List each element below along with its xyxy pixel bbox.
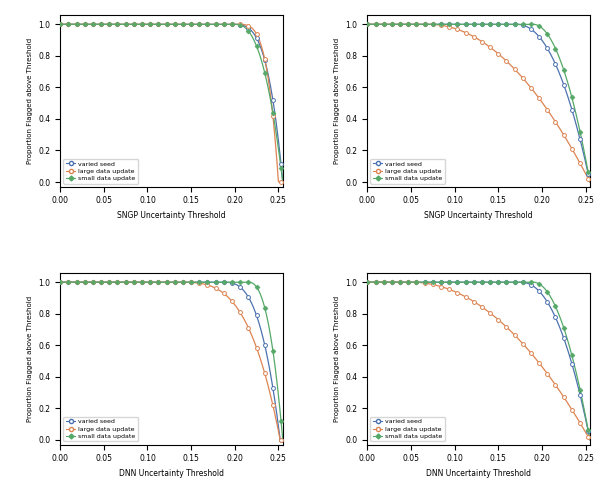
Legend: varied seed, large data update, small data update: varied seed, large data update, small da… <box>63 159 138 184</box>
X-axis label: SNGP Uncertainty Threshold: SNGP Uncertainty Threshold <box>424 211 533 220</box>
X-axis label: SNGP Uncertainty Threshold: SNGP Uncertainty Threshold <box>117 211 226 220</box>
X-axis label: DNN Uncertainty Threshold: DNN Uncertainty Threshold <box>426 469 531 478</box>
Legend: varied seed, large data update, small data update: varied seed, large data update, small da… <box>370 159 445 184</box>
X-axis label: DNN Uncertainty Threshold: DNN Uncertainty Threshold <box>119 469 224 478</box>
Y-axis label: Proportion Flagged above Threshold: Proportion Flagged above Threshold <box>334 38 340 164</box>
Legend: varied seed, large data update, small data update: varied seed, large data update, small da… <box>370 416 445 442</box>
Legend: varied seed, large data update, small data update: varied seed, large data update, small da… <box>63 416 138 442</box>
Y-axis label: Proportion Flagged above Threshold: Proportion Flagged above Threshold <box>334 295 340 422</box>
Y-axis label: Proportion Flagged above Threshold: Proportion Flagged above Threshold <box>27 38 33 164</box>
Y-axis label: Proportion Flagged above Threshold: Proportion Flagged above Threshold <box>27 295 33 422</box>
